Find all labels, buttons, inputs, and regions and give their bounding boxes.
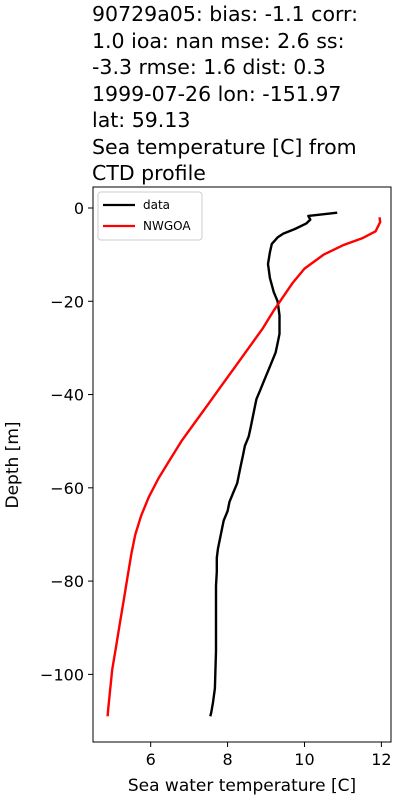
title-line: 90729a05: bias: -1.1 corr: — [92, 2, 359, 26]
x-axis: 6 8 10 12 — [146, 742, 392, 769]
legend-label-data: data — [143, 198, 170, 212]
title-line: 1.0 ioa: nan mse: 2.6 ss: — [92, 28, 345, 53]
y-axis: 0 −20 −40 −60 −80 −100 — [40, 199, 93, 684]
x-tick-label: 12 — [371, 750, 391, 769]
y-tick-label: −40 — [50, 386, 84, 405]
series-line-data — [209, 211, 338, 717]
x-tick-label: 8 — [222, 750, 232, 769]
series-line-nwgoa — [106, 217, 382, 717]
x-tick-label: 6 — [146, 750, 156, 769]
legend: data NWGOA — [97, 191, 203, 241]
title-line: lat: 59.13 — [92, 108, 191, 132]
title-line: 1999-07-26 lon: -151.97 — [92, 81, 342, 106]
plot-frame — [92, 186, 392, 743]
x-axis-label: Sea water temperature [C] — [128, 776, 356, 796]
title-line: -3.3 rmse: 1.6 dist: 0.3 — [92, 55, 326, 79]
chart-title: 90729a05: bias: -1.1 corr: 1.0 ioa: nan … — [92, 1, 397, 187]
title-line: Sea temperature [C] from — [92, 134, 357, 159]
x-tick-label: 10 — [294, 750, 314, 769]
y-tick-label: −20 — [50, 292, 84, 311]
y-tick-label: −100 — [40, 665, 84, 684]
series-lines — [106, 211, 382, 717]
y-tick-label: −60 — [50, 479, 84, 498]
legend-label-nwgoa: NWGOA — [143, 219, 191, 233]
y-axis-label: Depth [m] — [3, 421, 23, 508]
y-tick-label: −80 — [50, 572, 84, 591]
y-tick-label: 0 — [74, 199, 84, 218]
title-line: CTD profile — [92, 161, 206, 185]
